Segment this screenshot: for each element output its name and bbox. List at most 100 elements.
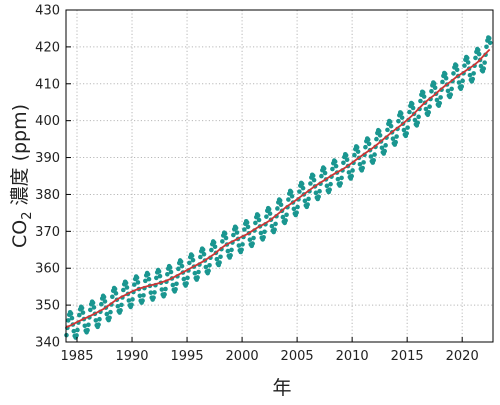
monthly-marker [333, 163, 339, 169]
monthly-marker [69, 315, 75, 321]
monthly-marker [465, 60, 471, 65]
monthly-marker [288, 189, 294, 195]
monthly-marker [184, 281, 189, 286]
monthly-marker [366, 141, 372, 147]
monthly-marker [300, 185, 306, 191]
monthly-marker [437, 100, 443, 106]
monthly-marker [65, 318, 71, 323]
plot-frame [65, 9, 494, 343]
monthly-marker [471, 71, 476, 76]
monthly-marker [453, 63, 459, 68]
monthly-marker [427, 104, 432, 109]
monthly-marker [338, 181, 343, 186]
monthly-marker [361, 160, 366, 165]
monthly-marker [482, 60, 487, 65]
monthly-marker [470, 76, 476, 82]
monthly-marker [302, 198, 308, 204]
monthly-marker [107, 315, 112, 321]
monthly-marker [456, 80, 462, 85]
monthly-marker [148, 290, 154, 295]
monthly-marker [449, 86, 454, 92]
monthly-marker [350, 168, 355, 173]
monthly-marker [233, 225, 239, 231]
monthly-marker [173, 286, 178, 292]
monthly-marker [88, 307, 93, 313]
monthly-marker [372, 152, 377, 157]
monthly-marker [379, 145, 385, 151]
monthly-marker [162, 292, 167, 297]
x-tick-label: 2000 [226, 349, 259, 364]
y-tick-label: 360 [35, 262, 60, 277]
monthly-marker [251, 235, 256, 241]
monthly-marker [399, 115, 405, 120]
monthly-marker [426, 110, 432, 115]
monthly-marker [167, 265, 173, 270]
y-tick-label: 430 [35, 4, 60, 19]
monthly-marker [211, 240, 217, 245]
monthly-marker [269, 223, 275, 229]
monthly-marker [212, 244, 218, 250]
monthly-marker [332, 159, 338, 164]
monthly-marker [297, 189, 302, 194]
monthly-marker [198, 254, 203, 260]
monthly-marker [247, 237, 253, 242]
monthly-marker [196, 269, 201, 275]
monthly-marker [266, 206, 272, 212]
monthly-marker [261, 234, 266, 240]
monthly-marker [86, 322, 91, 328]
monthly-marker [278, 202, 284, 207]
monthly-marker [143, 278, 148, 284]
monthly-marker [383, 143, 388, 148]
x-tick-label: 2005 [281, 349, 314, 364]
monthly-marker [316, 194, 321, 200]
y-axis-title-base: CO [9, 220, 31, 248]
monthly-marker [409, 101, 415, 107]
axis-ticks: 1985 1990 1995 2000 2005 2010 2015 2020 340 350 36… [35, 4, 479, 365]
monthly-marker [244, 220, 250, 225]
monthly-marker [165, 271, 170, 277]
monthly-marker [225, 248, 231, 254]
monthly-marker [82, 323, 88, 329]
monthly-marker [255, 213, 261, 218]
monthly-marker [123, 280, 129, 286]
monthly-marker [475, 47, 481, 53]
monthly-marker [152, 290, 157, 295]
monthly-marker [357, 162, 363, 167]
monthly-marker [448, 92, 454, 97]
monthly-marker [349, 173, 354, 179]
monthly-marker [283, 218, 288, 223]
monthly-marker [295, 204, 300, 210]
monthly-marker [445, 88, 451, 94]
monthly-marker [135, 280, 141, 285]
monthly-marker [189, 253, 195, 259]
y-tick-label: 350 [35, 299, 60, 314]
monthly-marker [344, 157, 350, 163]
monthly-marker [121, 287, 126, 293]
monthly-marker [134, 275, 140, 281]
monthly-marker [294, 210, 299, 215]
y-tick-label: 380 [35, 188, 60, 203]
monthly-marker [273, 221, 278, 227]
y-tick-label: 420 [35, 40, 60, 55]
monthly-marker [423, 106, 429, 112]
monthly-marker [231, 232, 236, 238]
monthly-marker [404, 131, 410, 136]
monthly-marker [321, 166, 327, 171]
monthly-marker [487, 40, 493, 46]
monthly-marker [126, 298, 132, 303]
monthly-marker [280, 214, 286, 220]
monthly-marker [132, 282, 137, 287]
monthly-marker [74, 333, 79, 338]
monthly-marker [256, 217, 262, 223]
monthly-co2-markers [64, 35, 493, 340]
monthly-marker [421, 94, 427, 99]
monthly-marker [99, 301, 104, 307]
monthly-marker [118, 308, 123, 313]
monthly-marker [102, 299, 108, 304]
monthly-marker [481, 66, 487, 71]
monthly-marker [218, 254, 223, 260]
monthly-marker [431, 81, 437, 86]
monthly-marker [91, 305, 97, 310]
y-tick-label: 400 [35, 114, 60, 129]
monthly-marker [124, 285, 130, 290]
